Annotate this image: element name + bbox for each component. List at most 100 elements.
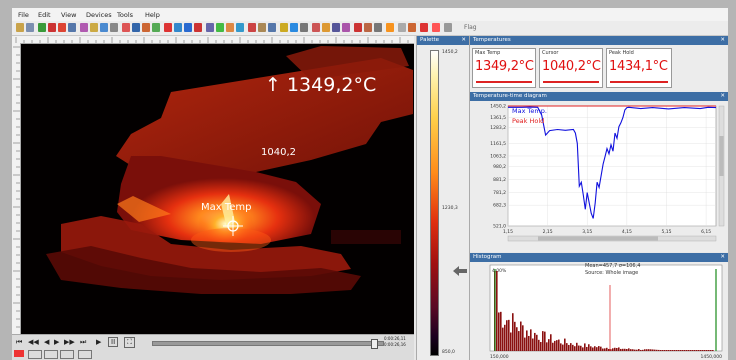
play-button-icon[interactable]: ▶ — [96, 338, 102, 346]
histogram-bar — [600, 346, 602, 351]
snapshot-icon[interactable] — [90, 23, 98, 32]
histogram-title-text: Histogram — [473, 254, 502, 260]
save-icon[interactable] — [26, 23, 34, 32]
histogram-bar — [524, 337, 526, 351]
export-icon[interactable] — [152, 23, 160, 32]
timeline-slider[interactable] — [152, 339, 384, 349]
step-back-icon[interactable]: ◀◀ — [28, 338, 39, 346]
camera-icon[interactable] — [68, 23, 76, 32]
color-scale-bar[interactable] — [430, 50, 439, 356]
palette-title-text: Palette — [420, 37, 440, 43]
app-window: File Edit View Devices Tools Help — [12, 8, 728, 360]
rect-icon[interactable] — [312, 23, 320, 32]
scrollbar-thumb-v — [719, 136, 724, 176]
tools-icon[interactable] — [374, 23, 382, 32]
histogram-bar — [692, 350, 694, 351]
rotate-icon[interactable] — [364, 23, 372, 32]
histogram-chart[interactable]: 4,00% 150,000 1450,000 — [470, 263, 728, 360]
histogram-bar — [532, 338, 534, 351]
zoom-in-icon[interactable] — [332, 23, 340, 32]
menu-edit[interactable]: Edit — [38, 11, 51, 19]
mode-button-2[interactable] — [44, 350, 58, 359]
histogram-bar — [562, 344, 564, 351]
mode-button-3[interactable] — [60, 350, 74, 359]
histogram-bar — [704, 350, 706, 351]
monitor-icon[interactable] — [444, 23, 452, 32]
zoom-icon[interactable] — [100, 23, 108, 32]
play-icon[interactable] — [38, 23, 46, 32]
timecode-2: 0:00:26,16 — [384, 342, 406, 347]
layout-red-icon[interactable] — [432, 23, 440, 32]
histogram-icon[interactable] — [216, 23, 224, 32]
close-icon[interactable]: ✕ — [720, 93, 725, 99]
orange-icon[interactable] — [386, 23, 394, 32]
pause-button[interactable]: II — [108, 337, 119, 347]
chart-icon[interactable] — [206, 23, 214, 32]
close-icon[interactable]: ✕ — [720, 254, 725, 260]
zoom-out-icon[interactable] — [342, 23, 350, 32]
flag-red-icon[interactable] — [420, 23, 428, 32]
forward-icon[interactable]: ▶ — [54, 338, 60, 346]
record-mode-button[interactable]: ⛶ — [124, 337, 135, 348]
crosshair-icon[interactable] — [223, 216, 243, 236]
menu-devices[interactable]: Devices — [86, 11, 112, 19]
hand-icon[interactable] — [280, 23, 288, 32]
window-icon[interactable] — [132, 23, 140, 32]
histogram-bar — [526, 330, 528, 351]
step-forward-icon[interactable]: ▶▶ — [64, 338, 75, 346]
histogram-bar — [604, 348, 606, 351]
open-icon[interactable] — [16, 23, 24, 32]
mode-button-1[interactable] — [28, 350, 42, 359]
tool-icon[interactable] — [258, 23, 266, 32]
menu-file[interactable]: File — [18, 11, 29, 19]
timeline-handle[interactable] — [371, 339, 378, 349]
close-icon[interactable]: ✕ — [461, 37, 466, 43]
pointer-icon[interactable] — [300, 23, 308, 32]
histogram-bar — [496, 271, 498, 351]
marker-icon[interactable] — [164, 23, 172, 32]
measure-area-icon[interactable] — [174, 23, 182, 32]
mode-button-4[interactable] — [78, 350, 92, 359]
close-icon[interactable]: ✕ — [720, 37, 725, 43]
histogram-bar — [690, 350, 692, 351]
menu-view[interactable]: View — [61, 11, 77, 19]
settings-icon[interactable] — [236, 23, 244, 32]
menu-tools[interactable]: Tools — [117, 11, 134, 19]
histogram-bar — [630, 349, 632, 351]
flag-label[interactable]: Flag — [464, 24, 477, 31]
layout-icon[interactable] — [122, 23, 130, 32]
stop-record-icon[interactable] — [14, 350, 24, 357]
alarm-icon[interactable] — [226, 23, 234, 32]
record-icon[interactable] — [48, 23, 56, 32]
image-icon[interactable] — [142, 23, 150, 32]
thermal-image[interactable]: ↑ 1349,2°C 1040,2 Max Temp — [21, 44, 414, 334]
hotspot-icon[interactable] — [194, 23, 202, 32]
menu-help[interactable]: Help — [145, 11, 160, 19]
skip-end-icon[interactable]: ⏭ — [80, 338, 87, 346]
line-profile-icon[interactable] — [184, 23, 192, 32]
histogram-bar — [606, 347, 608, 351]
scale-top-label: 1450,2 — [442, 50, 458, 55]
histogram-bar — [538, 339, 540, 351]
stop-icon[interactable] — [58, 23, 66, 32]
histogram-bar — [634, 349, 636, 351]
cursor-readout: 1040,2 — [261, 147, 296, 158]
temperature-time-chart[interactable]: 1450,2 1361,5 1283,2 1161,5 1063,2 980,2 881,2… — [470, 102, 728, 252]
skip-start-icon[interactable]: ⏮ — [16, 338, 23, 346]
y-tick-label: 521,0 — [493, 224, 506, 230]
scale-pointer-icon[interactable] — [453, 266, 467, 276]
histogram-bar — [628, 348, 630, 351]
select-icon[interactable] — [290, 23, 298, 32]
thermal-scene — [21, 44, 414, 334]
back-icon[interactable]: ◀ — [44, 338, 50, 346]
crosshair-icon[interactable] — [268, 23, 276, 32]
histogram-bar — [670, 350, 672, 351]
flame-icon[interactable] — [322, 23, 330, 32]
grid-icon[interactable] — [110, 23, 118, 32]
x-tick-label: 2,15 — [543, 229, 553, 235]
fit-icon[interactable] — [354, 23, 362, 32]
line-icon[interactable] — [248, 23, 256, 32]
histogram-bar — [708, 350, 710, 351]
gear-icon[interactable] — [408, 23, 416, 32]
palette-icon[interactable] — [80, 23, 88, 32]
